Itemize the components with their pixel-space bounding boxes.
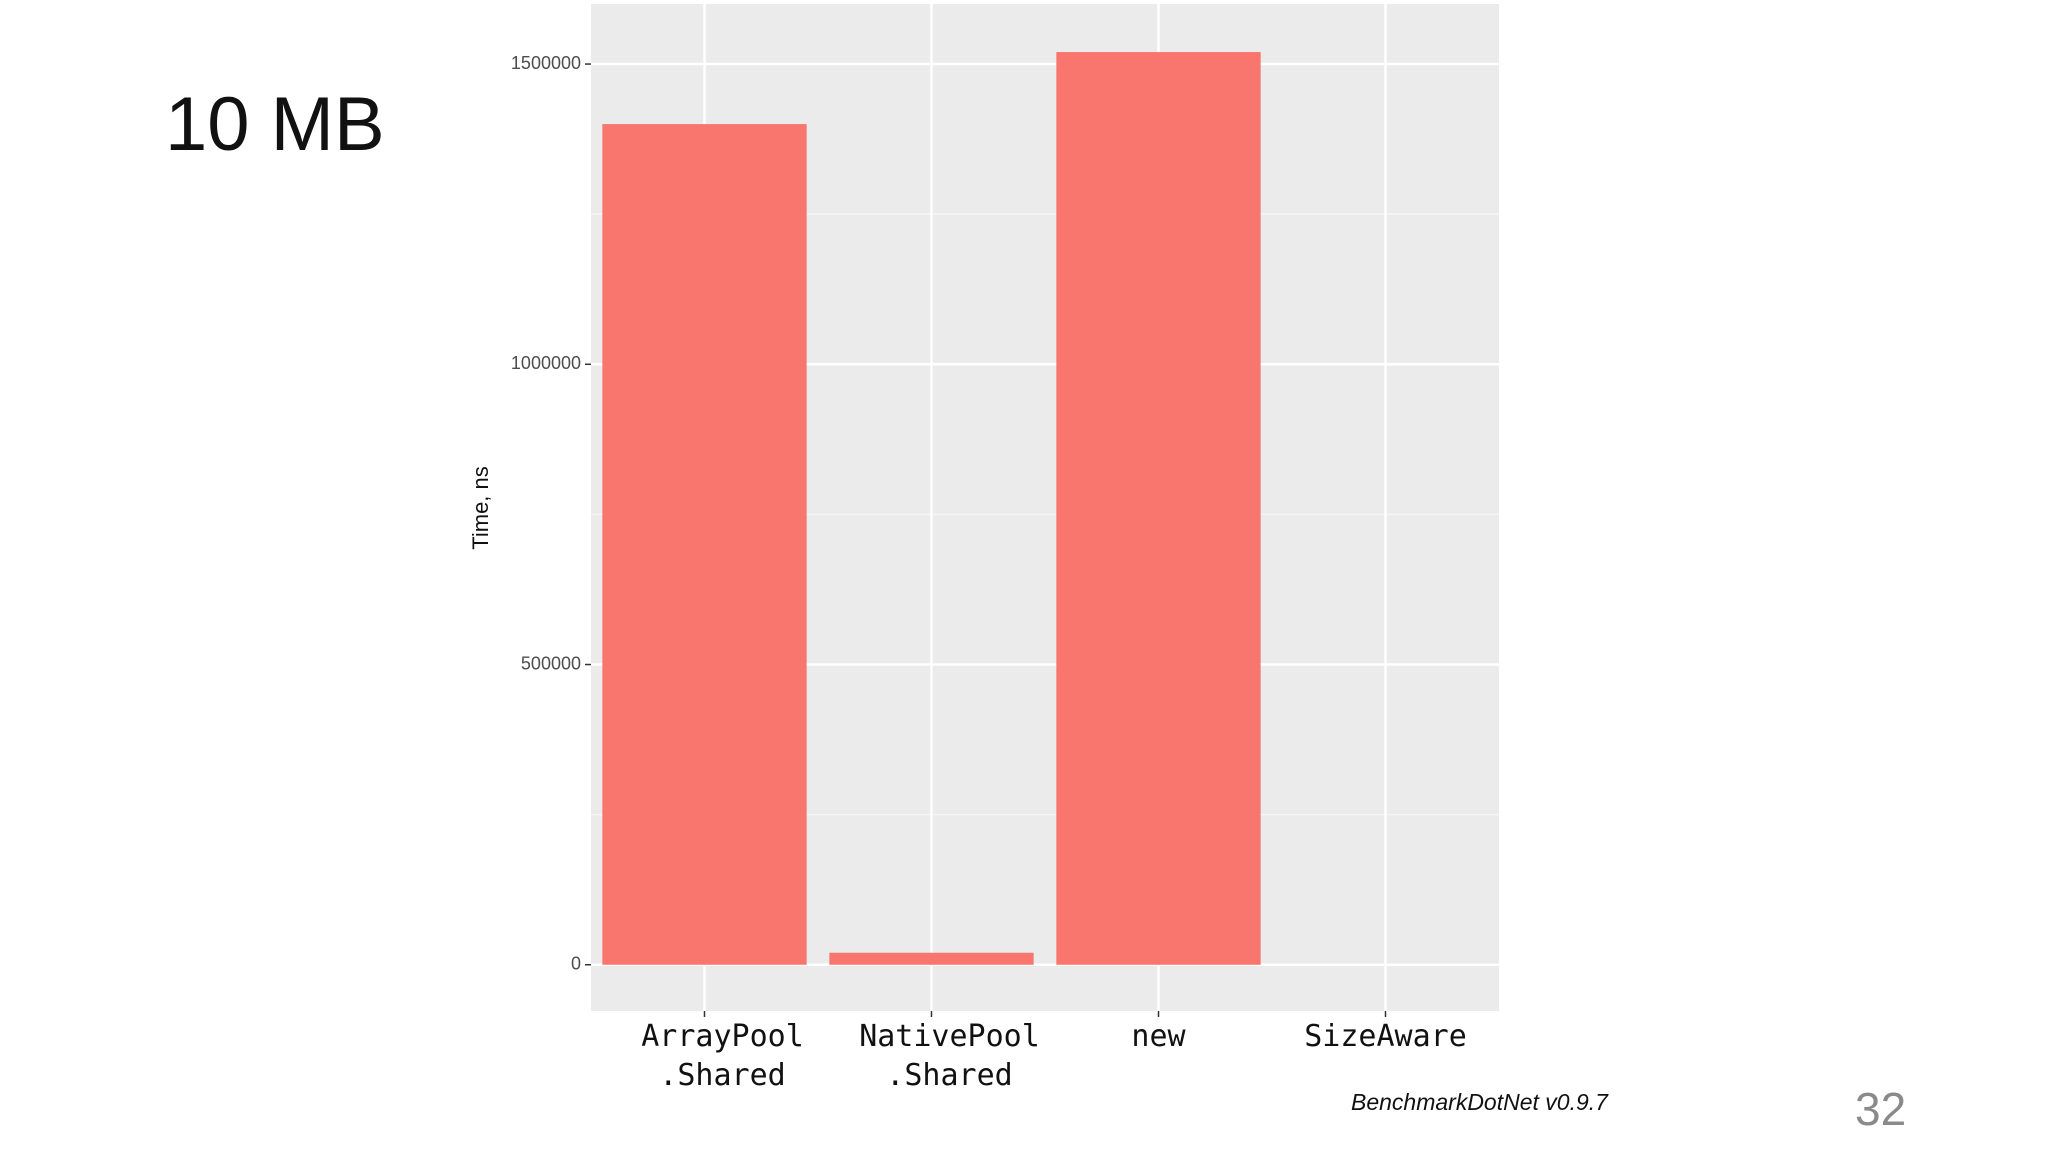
y-tick-label: 1500000: [511, 53, 581, 73]
y-tick-label: 0: [571, 954, 581, 974]
x-tick-label-line: .Shared: [659, 1058, 785, 1093]
x-tick-label: NativePool .Shared: [859, 1019, 1040, 1093]
x-tick-label: new: [1131, 1019, 1186, 1054]
x-tick-label: ArrayPool .Shared: [641, 1019, 804, 1093]
x-tick-label-line: new: [1131, 1019, 1186, 1054]
slide-title: 10 MB: [165, 82, 385, 167]
x-tick-label-line: .Shared: [886, 1058, 1012, 1093]
x-tick-label: SizeAware: [1304, 1019, 1467, 1054]
x-tick-label-line: NativePool: [859, 1019, 1040, 1054]
page-number: 32: [1855, 1083, 1906, 1135]
bar: [829, 952, 1034, 965]
y-axis-label: Time, ns: [468, 466, 493, 550]
y-tick-label: 500000: [521, 653, 581, 673]
x-tick-label-line: SizeAware: [1304, 1019, 1467, 1054]
bar: [602, 124, 807, 965]
x-tick-label-line: ArrayPool: [641, 1019, 804, 1054]
footer: BenchmarkDotNet v0.9.7: [1351, 1089, 1609, 1115]
y-tick-label: 1000000: [511, 353, 581, 373]
bar: [1056, 52, 1261, 965]
